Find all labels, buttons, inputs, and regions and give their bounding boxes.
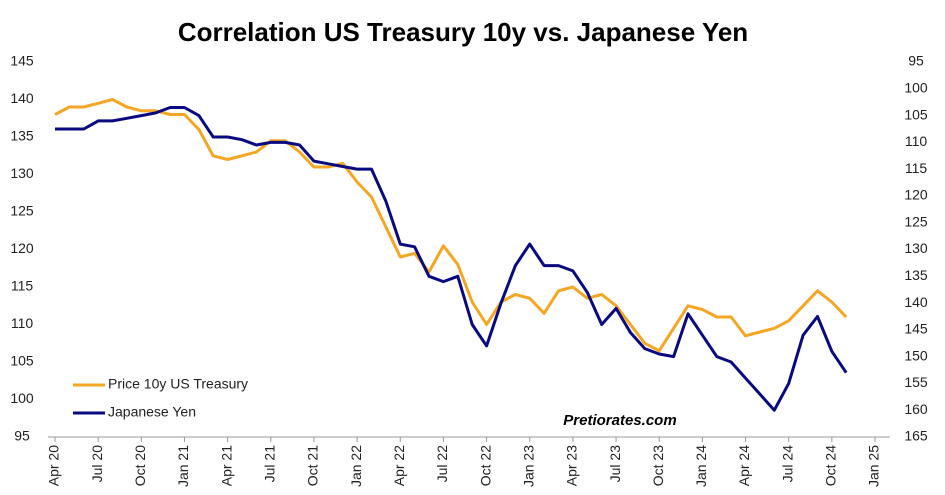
x-tick-label: Jul 24 bbox=[779, 445, 795, 483]
x-tick-label: Jan 23 bbox=[520, 445, 536, 487]
x-tick-label: Oct 23 bbox=[650, 445, 666, 486]
x-tick-label: Jul 20 bbox=[89, 445, 105, 483]
x-tick-label: Jul 22 bbox=[434, 445, 450, 483]
x-tick-label: Apr 21 bbox=[218, 445, 234, 486]
y2-tick-label: 125 bbox=[904, 213, 928, 229]
y2-tick-label: 160 bbox=[904, 401, 928, 417]
x-tick-label: Apr 23 bbox=[564, 445, 580, 486]
x-tick-label: Jan 25 bbox=[866, 445, 882, 487]
series-line bbox=[55, 106, 848, 412]
y2-tick-label: 110 bbox=[905, 133, 928, 149]
x-tick-label: Apr 22 bbox=[391, 445, 407, 486]
x-tick-label: Jul 21 bbox=[261, 445, 277, 483]
y2-tick-label: 155 bbox=[904, 374, 928, 390]
y-tick-label: 110 bbox=[11, 315, 34, 331]
y2-tick-label: 145 bbox=[904, 321, 928, 337]
y-tick-label: 125 bbox=[10, 203, 34, 219]
x-tick-label: Jan 24 bbox=[693, 445, 709, 487]
x-tick-label: Jul 23 bbox=[607, 445, 623, 483]
y2-tick-label: 100 bbox=[904, 79, 928, 95]
series-line bbox=[54, 98, 848, 353]
legend-label: Japanese Yen bbox=[108, 404, 196, 420]
x-tick-label: Jan 22 bbox=[348, 445, 364, 487]
x-tick-label: Jan 21 bbox=[175, 445, 191, 487]
y-tick-label: 100 bbox=[10, 390, 34, 406]
x-tick-label: Oct 21 bbox=[305, 445, 321, 486]
x-tick-label: Apr 24 bbox=[736, 445, 752, 486]
y-tick-label: 140 bbox=[10, 90, 34, 106]
y2-tick-label: 165 bbox=[904, 428, 928, 444]
y2-tick-label: 95 bbox=[908, 53, 924, 69]
watermark: Pretiorates.com bbox=[563, 412, 676, 429]
x-tick-label: Oct 20 bbox=[132, 445, 148, 486]
y-tick-label: 120 bbox=[10, 240, 34, 256]
x-tick-label: Oct 24 bbox=[823, 445, 839, 486]
y2-tick-label: 105 bbox=[904, 106, 928, 122]
chart-title: Correlation US Treasury 10y vs. Japanese… bbox=[178, 17, 748, 47]
y2-tick-label: 135 bbox=[904, 267, 928, 283]
y-tick-label: 135 bbox=[10, 128, 34, 144]
y2-tick-label: 150 bbox=[904, 347, 928, 363]
x-tick-label: Oct 22 bbox=[477, 445, 493, 486]
y-tick-label: 145 bbox=[10, 53, 34, 69]
y2-tick-label: 130 bbox=[904, 240, 928, 256]
x-tick-label: Apr 20 bbox=[46, 445, 62, 486]
y-tick-label: 105 bbox=[10, 353, 34, 369]
legend-label: Price 10y US Treasury bbox=[108, 376, 248, 392]
y-tick-label: 130 bbox=[10, 165, 34, 181]
y-tick-label: 115 bbox=[11, 278, 34, 294]
y2-tick-label: 140 bbox=[904, 294, 928, 310]
y2-tick-label: 120 bbox=[904, 187, 928, 203]
y2-tick-label: 115 bbox=[905, 160, 928, 176]
y-tick-label: 95 bbox=[14, 428, 30, 444]
